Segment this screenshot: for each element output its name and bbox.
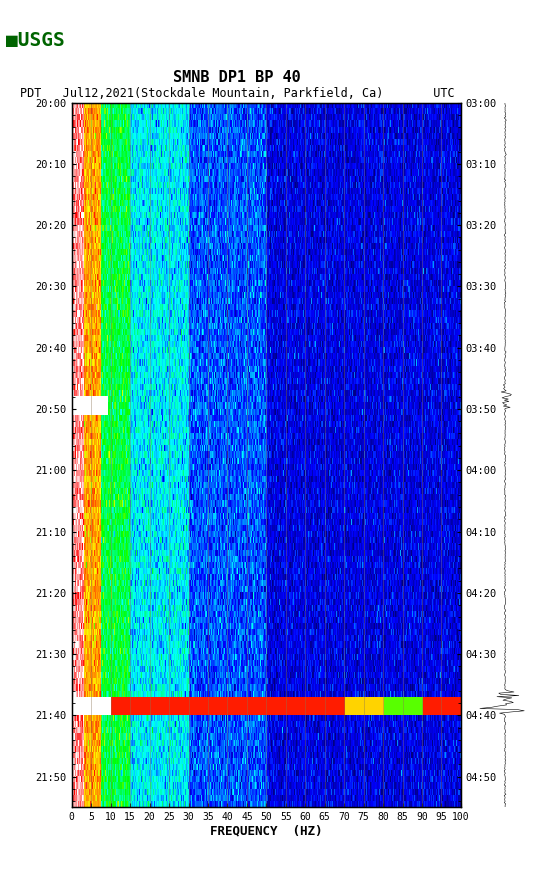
X-axis label: FREQUENCY  (HZ): FREQUENCY (HZ) <box>210 825 322 838</box>
Text: ■USGS: ■USGS <box>6 31 64 50</box>
Text: SMNB DP1 BP 40: SMNB DP1 BP 40 <box>173 70 301 85</box>
Text: PDT   Jul12,2021(Stockdale Mountain, Parkfield, Ca)       UTC: PDT Jul12,2021(Stockdale Mountain, Parkf… <box>20 87 455 100</box>
